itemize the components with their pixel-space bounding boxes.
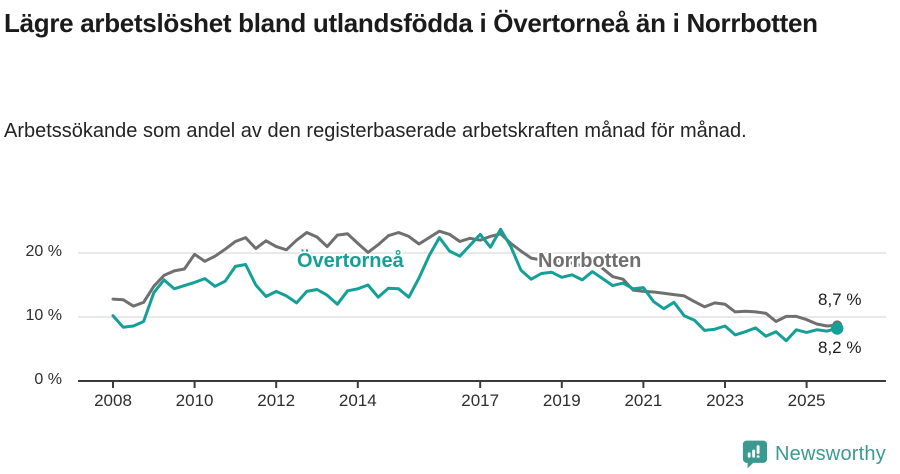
series-line-overtornea	[111, 227, 839, 343]
chart-subtitle: Arbetssökande som andel av den registerb…	[4, 120, 747, 142]
x-tick-label: 2012	[257, 391, 296, 410]
y-tick-label: 10 %	[25, 307, 62, 324]
series-label-norrbotten: Norrbotten	[538, 250, 642, 272]
page-title: Lägre arbetslöshet bland utlandsfödda i …	[4, 8, 818, 38]
line-chart	[78, 227, 886, 388]
x-tick-label: 2019	[542, 391, 581, 410]
newsworthy-logo[interactable]: Newsworthy	[742, 440, 886, 469]
end-value-norrbotten: 8,7 %	[818, 290, 862, 309]
x-tick-label: 2023	[706, 391, 744, 410]
x-tick-label: 2008	[94, 391, 132, 410]
x-tick-label: 2014	[338, 391, 377, 410]
series-line-norrbotten	[111, 229, 839, 328]
newsworthy-bubble-icon	[742, 440, 768, 469]
y-tick-label: 20 %	[25, 243, 62, 260]
series-end-dot-overtornea	[831, 322, 844, 335]
end-value-overtornea: 8,2 %	[818, 338, 862, 357]
newsworthy-wordmark: Newsworthy	[775, 443, 886, 465]
x-tick-label: 2010	[175, 391, 214, 410]
x-tick-label: 2021	[624, 391, 663, 410]
x-tick-label: 2025	[787, 391, 826, 410]
x-tick-label: 2017	[461, 391, 500, 410]
y-tick-label: 0 %	[34, 371, 62, 388]
series-label-overtornea: Övertorneå	[297, 250, 404, 272]
